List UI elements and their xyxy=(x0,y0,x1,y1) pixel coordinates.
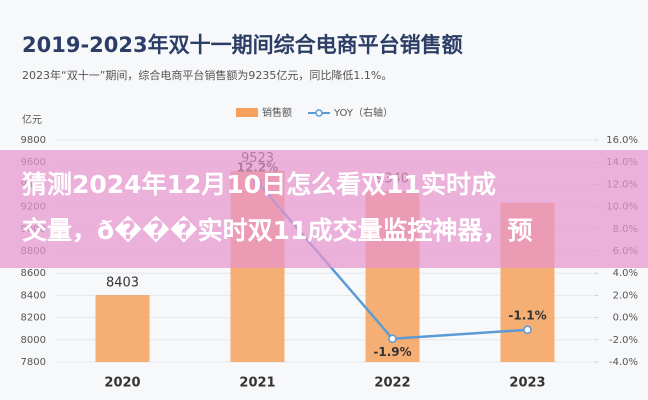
legend-swatch xyxy=(315,109,323,117)
y2-tick-label: 2.0% xyxy=(613,290,638,301)
y2-tick-label: 16.0% xyxy=(606,135,638,146)
data-label: 8403 xyxy=(106,276,139,291)
legend-label: 销售额 xyxy=(262,106,292,119)
legend-label: YOY（右轴） xyxy=(333,106,393,119)
y-tick-label: 8400 xyxy=(21,290,46,301)
y-tick-label: 8600 xyxy=(21,268,46,279)
y-axis-label: 亿元 xyxy=(22,113,42,126)
x-tick-label: 2021 xyxy=(239,376,275,391)
data-label: -1.1% xyxy=(508,308,546,322)
y2-tick-label: 0.0% xyxy=(613,313,638,324)
chart-title: 2019-2023年双十一期间综合电商平台销售额 xyxy=(22,33,463,57)
legend-swatch xyxy=(236,108,258,117)
y2-tick-label: -4.0% xyxy=(609,357,638,368)
line-point xyxy=(388,334,397,343)
y-tick-label: 7800 xyxy=(21,357,46,368)
x-tick-label: 2023 xyxy=(509,376,545,391)
x-tick-label: 2022 xyxy=(374,376,410,391)
legend: 销售额 YOY（右轴） xyxy=(236,106,393,119)
y-tick-label: 8200 xyxy=(21,313,46,324)
overlay-banner: 猜测2024年12月10日怎么看双11实时成交量，ð���实时双11成交量监控神… xyxy=(0,150,648,268)
y-tick-label: 9800 xyxy=(21,135,46,146)
banner-text: 猜测2024年12月10日怎么看双11实时成 xyxy=(21,170,496,199)
chart-subtitle: 2023年“双十一”期间，综合电商平台销售额为9235亿元，同比降低1.1%。 xyxy=(22,68,392,82)
y2-tick-label: 4.0% xyxy=(613,268,638,279)
y2-tick-label: -2.0% xyxy=(609,335,638,346)
line-point xyxy=(523,325,532,335)
bar xyxy=(95,295,150,362)
banner-background xyxy=(0,150,648,268)
data-label: -1.9% xyxy=(373,345,411,359)
banner-text: 交量，ð���实时双11成交量监控神器，预 xyxy=(22,215,532,245)
y-tick-label: 8000 xyxy=(21,335,46,346)
x-tick-label: 2020 xyxy=(104,376,140,391)
